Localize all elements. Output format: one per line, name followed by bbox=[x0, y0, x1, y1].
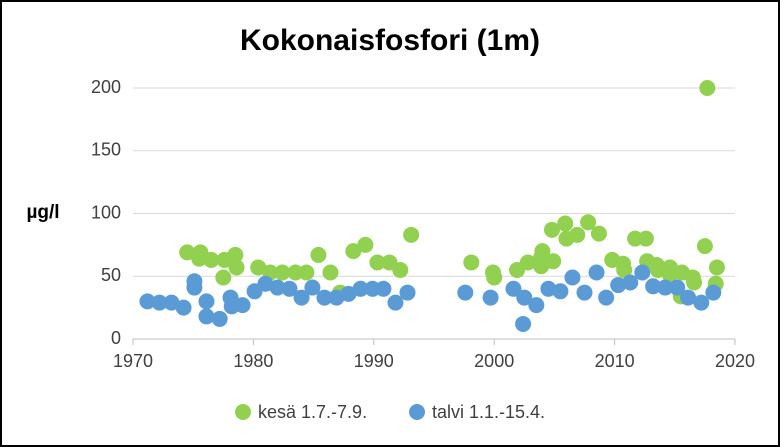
point bbox=[281, 280, 298, 297]
point bbox=[179, 244, 196, 261]
point bbox=[215, 269, 232, 286]
point bbox=[705, 284, 722, 301]
point bbox=[669, 279, 686, 296]
y-tick-label: 0 bbox=[111, 328, 121, 348]
point bbox=[322, 264, 339, 281]
point bbox=[598, 289, 615, 306]
point bbox=[576, 284, 593, 301]
point bbox=[228, 259, 245, 276]
point bbox=[203, 251, 220, 268]
point bbox=[528, 297, 545, 314]
point bbox=[151, 294, 168, 311]
point bbox=[686, 274, 703, 291]
point bbox=[293, 289, 310, 306]
point bbox=[352, 280, 369, 297]
point bbox=[328, 289, 345, 306]
point bbox=[637, 230, 654, 247]
x-tick-label: 2000 bbox=[474, 351, 514, 371]
y-axis-label: µg/l bbox=[26, 202, 59, 223]
legend-marker bbox=[409, 404, 425, 420]
point bbox=[519, 254, 536, 271]
point bbox=[543, 221, 560, 238]
legend-marker bbox=[235, 404, 251, 420]
point bbox=[457, 284, 474, 301]
point bbox=[340, 285, 357, 302]
point bbox=[310, 246, 327, 263]
point bbox=[564, 269, 581, 286]
point bbox=[298, 264, 315, 281]
point bbox=[696, 238, 713, 255]
point bbox=[515, 315, 532, 332]
point bbox=[516, 289, 533, 306]
point bbox=[392, 261, 409, 278]
point bbox=[274, 264, 291, 281]
point bbox=[139, 293, 156, 310]
point bbox=[540, 280, 557, 297]
point bbox=[661, 266, 678, 283]
point bbox=[345, 243, 362, 260]
x-tick-label: 2020 bbox=[715, 351, 755, 371]
point bbox=[649, 261, 666, 278]
point bbox=[634, 264, 651, 281]
point bbox=[403, 226, 420, 243]
point bbox=[234, 297, 251, 314]
point bbox=[533, 258, 550, 275]
point bbox=[227, 246, 244, 263]
point bbox=[198, 308, 215, 325]
point bbox=[269, 279, 286, 296]
y-tick-label: 150 bbox=[91, 140, 121, 160]
point bbox=[250, 259, 267, 276]
point bbox=[186, 279, 203, 296]
point bbox=[708, 259, 725, 276]
point bbox=[557, 215, 574, 232]
point bbox=[486, 269, 503, 286]
point bbox=[693, 294, 710, 311]
point bbox=[163, 294, 180, 311]
point bbox=[657, 279, 674, 296]
y-tick-label: 200 bbox=[91, 77, 121, 97]
point bbox=[590, 225, 607, 242]
point bbox=[545, 253, 562, 270]
point bbox=[175, 299, 192, 316]
point bbox=[505, 280, 522, 297]
point bbox=[552, 283, 569, 300]
point bbox=[610, 277, 627, 294]
point bbox=[482, 289, 499, 306]
y-tick-label: 50 bbox=[101, 265, 121, 285]
point bbox=[645, 278, 662, 295]
point bbox=[375, 280, 392, 297]
point bbox=[580, 214, 597, 231]
x-tick-label: 1970 bbox=[113, 351, 153, 371]
y-tick-label: 100 bbox=[91, 202, 121, 222]
point bbox=[257, 275, 274, 292]
point bbox=[191, 250, 208, 267]
point bbox=[399, 284, 416, 301]
legend-label: kesä 1.7.-7.9. bbox=[258, 402, 367, 422]
point bbox=[369, 254, 386, 271]
point bbox=[680, 289, 697, 306]
point bbox=[304, 279, 321, 296]
point bbox=[316, 289, 333, 306]
point bbox=[357, 236, 374, 253]
point bbox=[588, 264, 605, 281]
x-tick-label: 1980 bbox=[233, 351, 273, 371]
point bbox=[569, 226, 586, 243]
point bbox=[534, 243, 551, 260]
point bbox=[699, 80, 716, 96]
chart-title: Kokonaisfosfori (1m) bbox=[240, 24, 540, 57]
x-tick-label: 1990 bbox=[354, 351, 394, 371]
legend-label: talvi 1.1.-15.4. bbox=[432, 402, 545, 422]
point bbox=[198, 293, 215, 310]
point bbox=[622, 274, 639, 291]
point bbox=[387, 294, 404, 311]
x-tick-label: 2010 bbox=[595, 351, 635, 371]
point bbox=[463, 254, 480, 271]
point bbox=[616, 261, 633, 278]
point bbox=[211, 310, 228, 327]
